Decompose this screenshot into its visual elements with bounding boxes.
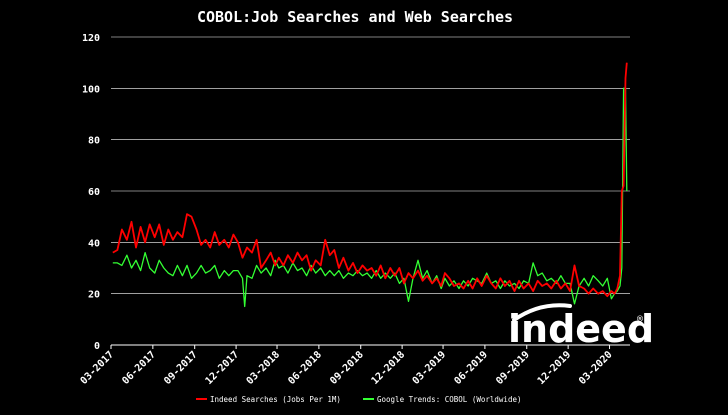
line-chart: COBOL:Job Searches and Web Searches 0 20 4… [79,8,654,404]
chart-title: COBOL:Job Searches and Web Searches [197,8,513,26]
x-tick-label: 03-2020 [577,349,615,387]
x-tick-label: 09-2017 [162,349,200,387]
y-tick-label: 100 [82,84,100,95]
y-tick-label: 120 [82,33,100,44]
x-tick-label: 09-2019 [494,349,532,387]
indeed-logo: indeed ® [508,303,654,351]
x-tick-label: 12-2017 [204,349,242,387]
y-tick-label: 60 [88,187,100,198]
y-tick-label: 80 [88,136,100,147]
indeed-logo-registered-mark: ® [637,314,644,325]
x-tick-label: 03-2017 [79,349,117,387]
y-tick-label: 20 [88,290,100,301]
y-tick-label: 0 [94,341,100,352]
x-tick-label: 03-2019 [411,349,449,387]
indeed-logo-text: indeed [508,307,654,351]
legend-label-indeed: Indeed Searches (Jobs Per 1M) [210,395,341,404]
series-line-google-trends [112,87,628,308]
x-axis-ticks: 03-2017 06-2017 09-2017 12-2017 03-2018 06-20… [79,345,615,387]
x-tick-label: 12-2018 [370,349,408,387]
x-tick-label: 12-2019 [536,349,574,387]
x-tick-label: 03-2018 [245,349,283,387]
chart-frame: COBOL:Job Searches and Web Searches 0 20 4… [70,0,660,410]
indeed-logo-swoosh [512,303,572,322]
series-lines [112,62,628,308]
legend: Indeed Searches (Jobs Per 1M) Google Tre… [196,395,522,404]
gridlines [111,36,630,346]
x-tick-label: 06-2018 [286,349,324,387]
y-axis-ticks: 0 20 40 60 80 100 120 [82,33,100,352]
x-tick-label: 06-2017 [120,349,158,387]
x-tick-label: 09-2018 [328,349,366,387]
x-tick-label: 06-2019 [452,349,490,387]
y-tick-label: 40 [88,238,100,249]
series-line-indeed [112,62,628,298]
legend-label-google: Google Trends: COBOL (Worldwide) [377,395,522,404]
